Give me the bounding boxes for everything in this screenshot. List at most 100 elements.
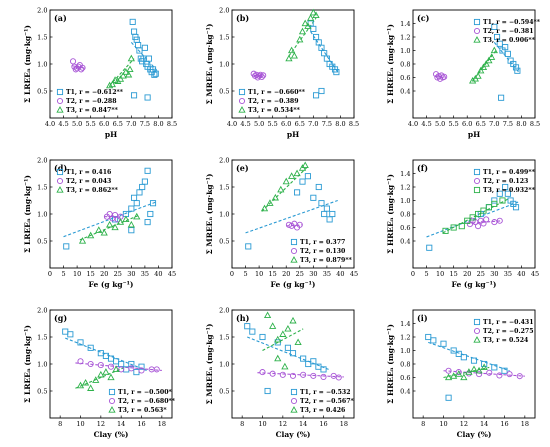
x-tick-label: 25 bbox=[477, 270, 485, 278]
data-point-t1 bbox=[491, 364, 498, 371]
data-point-t3 bbox=[277, 185, 285, 193]
data-point-t3 bbox=[469, 76, 477, 84]
x-tick-label: 5 bbox=[424, 270, 428, 278]
data-point-t1 bbox=[129, 18, 136, 25]
data-point-t1 bbox=[512, 204, 520, 211]
y-axis-label: Σ HREEₙ (mg·kg⁻¹) bbox=[386, 174, 395, 254]
data-point-t3 bbox=[480, 207, 487, 214]
x-axis-label: Clay (%) bbox=[457, 430, 492, 439]
data-point-t3 bbox=[122, 215, 130, 223]
data-point-t1 bbox=[133, 369, 140, 376]
data-point-t3 bbox=[470, 365, 478, 373]
legend-marker-t2 bbox=[108, 397, 116, 405]
data-point-t3 bbox=[116, 75, 125, 82]
panel-g: 8 10 12 14 16 18 0.5 1.0 1.5 2.0 Clay (%) Σ LREEₙ (… bbox=[23, 306, 176, 439]
x-tick-label: 4.5 bbox=[240, 120, 250, 128]
x-axis-label: Clay (%) bbox=[276, 430, 311, 439]
y-tick-label: 1.5 bbox=[37, 33, 47, 41]
data-point-t1 bbox=[87, 344, 94, 351]
data-point-t3 bbox=[450, 224, 457, 231]
trend-line-t3 bbox=[443, 366, 490, 379]
y-tick-label: 0.8 bbox=[400, 360, 410, 368]
x-tick-label: 6.0 bbox=[462, 120, 472, 128]
data-point-t1 bbox=[310, 25, 317, 32]
data-point-t3 bbox=[288, 172, 296, 179]
y-tick-label: 0.5 bbox=[37, 237, 47, 245]
x-axis-label: pH bbox=[468, 130, 480, 139]
x-tick-label: 7.0 bbox=[489, 120, 499, 128]
data-point-t3 bbox=[288, 46, 296, 54]
x-tick-label: 7.0 bbox=[308, 120, 318, 128]
data-point-t3 bbox=[290, 51, 298, 59]
x-tick-label: 5.0 bbox=[72, 120, 82, 128]
y-tick-label: 1.5 bbox=[219, 33, 229, 41]
data-point-t1 bbox=[321, 210, 328, 218]
x-tick-label: 18 bbox=[521, 420, 529, 428]
x-tick-label: 10 bbox=[76, 420, 84, 428]
legend-entry-t2: T2, r = −0.680** bbox=[118, 398, 176, 405]
data-point-t2 bbox=[476, 371, 483, 378]
data-point-t1 bbox=[144, 94, 151, 101]
data-point-t2 bbox=[112, 212, 119, 219]
data-point-t3 bbox=[312, 11, 320, 19]
data-point-t3 bbox=[455, 370, 463, 377]
y-tick-label: 1.4 bbox=[400, 170, 410, 178]
data-point-t1 bbox=[130, 194, 138, 201]
panel-label: (f) bbox=[417, 163, 428, 173]
legend-entry-t3: T3, r = 0.524 bbox=[483, 337, 529, 344]
panel-label: (g) bbox=[54, 313, 67, 323]
y-tick-label: 1.0 bbox=[219, 360, 229, 368]
data-point-t2 bbox=[97, 362, 104, 369]
data-point-t2 bbox=[506, 371, 513, 378]
data-point-t2 bbox=[256, 72, 263, 79]
data-point-t2 bbox=[258, 73, 265, 81]
legend-entry-t1: T1, r = −0.594** bbox=[483, 19, 541, 26]
legend-marker-t3 bbox=[473, 186, 481, 194]
data-point-t3 bbox=[78, 237, 87, 244]
data-point-t1 bbox=[130, 92, 138, 99]
y-tick-label: 1.0 bbox=[37, 360, 47, 368]
x-tick-label: 5.5 bbox=[85, 120, 95, 128]
y-axis-label: Σ LREEₙ (mg·kg⁻¹) bbox=[23, 25, 32, 103]
data-point-t3 bbox=[480, 363, 488, 371]
legend-marker-t1 bbox=[473, 168, 481, 176]
data-point-t1 bbox=[501, 367, 508, 374]
data-point-t1 bbox=[63, 243, 70, 250]
y-tick-label: 0.5 bbox=[219, 387, 229, 395]
legend-entry-t2: T2, r = −0.288 bbox=[66, 98, 117, 105]
legend-marker-t2 bbox=[290, 397, 298, 405]
x-tick-label: 7.0 bbox=[126, 120, 136, 128]
data-point-t3 bbox=[458, 223, 465, 230]
trend-line-t1 bbox=[65, 337, 147, 371]
data-point-t2 bbox=[496, 217, 503, 224]
data-point-t1 bbox=[118, 360, 125, 368]
data-point-t2 bbox=[445, 367, 452, 374]
data-point-t1 bbox=[481, 360, 488, 368]
data-point-t2 bbox=[69, 58, 77, 65]
y-tick-label: 1.0 bbox=[37, 60, 47, 68]
data-point-t2 bbox=[128, 365, 135, 372]
x-tick-label: 5.5 bbox=[448, 120, 458, 128]
panel-label: (i) bbox=[417, 313, 428, 323]
data-point-t3 bbox=[460, 373, 468, 381]
data-point-t1 bbox=[145, 55, 153, 62]
x-tick-label: 40 bbox=[154, 270, 162, 278]
x-tick-label: 8.0 bbox=[153, 120, 163, 128]
x-axis-label: pH bbox=[287, 130, 299, 139]
data-point-t1 bbox=[128, 360, 135, 368]
data-point-t1 bbox=[300, 355, 307, 362]
legend-marker-t1 bbox=[290, 388, 298, 396]
x-tick-label: 0 bbox=[411, 270, 415, 278]
data-point-t3 bbox=[281, 362, 289, 370]
trend-line-t1 bbox=[63, 201, 156, 238]
x-tick-label: 6.5 bbox=[295, 120, 305, 128]
data-point-t3 bbox=[490, 46, 498, 54]
data-point-t3 bbox=[444, 373, 453, 381]
data-point-t1 bbox=[318, 87, 325, 95]
legend-entry-t3: T3, r = 0.906** bbox=[483, 37, 536, 44]
legend-marker-t3 bbox=[290, 256, 298, 263]
data-point-t3 bbox=[100, 228, 108, 236]
data-point-t1 bbox=[326, 216, 333, 223]
data-point-t3 bbox=[474, 72, 482, 79]
data-point-t3 bbox=[106, 220, 114, 228]
